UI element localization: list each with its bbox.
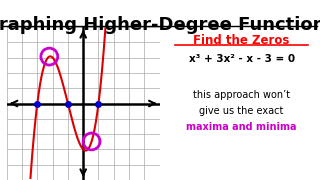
Text: give us the exact: give us the exact	[199, 106, 284, 116]
Text: Find the Zeros: Find the Zeros	[193, 34, 290, 47]
Text: Graphing Higher-Degree Functions: Graphing Higher-Degree Functions	[0, 16, 320, 34]
Text: this approach won’t: this approach won’t	[193, 90, 290, 100]
Text: x³ + 3x² - x - 3 = 0: x³ + 3x² - x - 3 = 0	[188, 54, 295, 64]
Text: maxima and minima: maxima and minima	[186, 122, 297, 132]
